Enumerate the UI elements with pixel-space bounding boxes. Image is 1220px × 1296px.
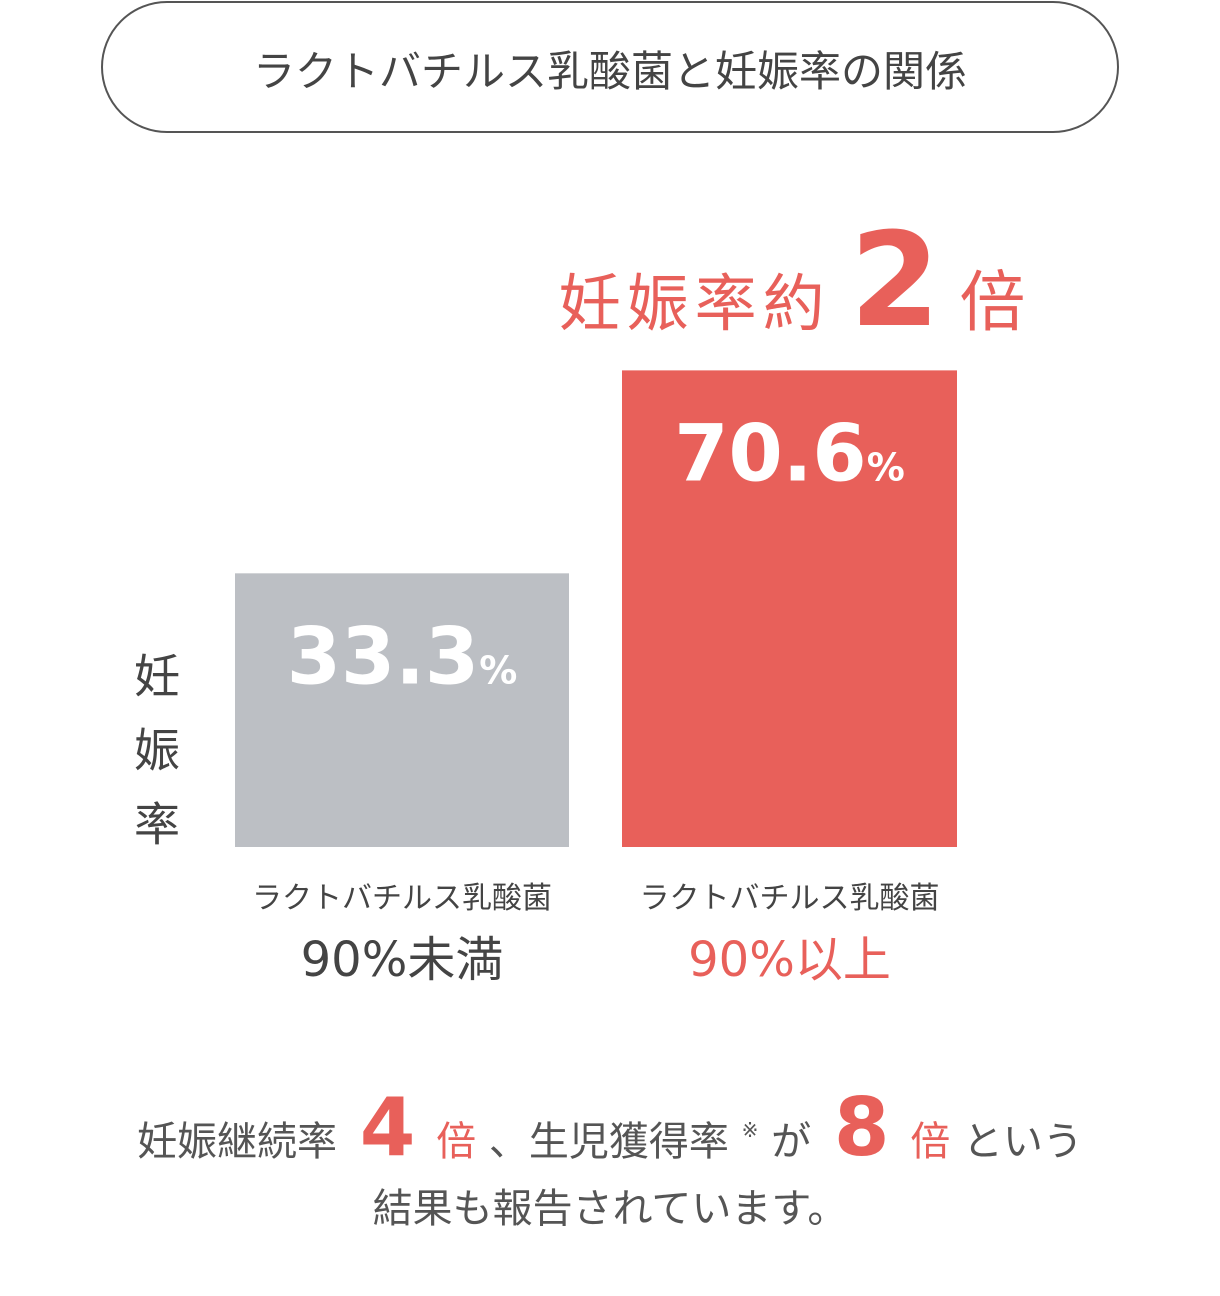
annotation-text: 倍 — [959, 264, 1025, 341]
title-frame — [101, 1, 1119, 133]
footnote-mark: ※ — [742, 1118, 759, 1142]
annotation-number: 2 — [850, 204, 940, 356]
chart-title: ラクトバチルス乳酸菌と妊娠率の関係 — [253, 47, 967, 96]
x-tick-label: 90%未満 — [301, 932, 504, 988]
footnote-text: 倍 — [436, 1119, 476, 1165]
footnote-number: 8 — [834, 1081, 890, 1174]
annotation: 妊娠率約 2 倍 — [559, 204, 1026, 356]
footnote-text: 倍 — [910, 1119, 950, 1165]
footnote-text: 妊娠継続率 — [137, 1119, 337, 1165]
footnote-text: 、生児獲得率 — [489, 1119, 729, 1165]
x-tick-label: ラクトバチルス乳酸菌 — [252, 881, 552, 916]
bar — [235, 573, 569, 847]
footnote-number: 4 — [360, 1081, 416, 1174]
x-tick-label: ラクトバチルス乳酸菌 — [640, 881, 940, 916]
footnote-line: 妊娠継続率 4 倍 、生児獲得率 ※ が 8 倍 という — [137, 1081, 1083, 1174]
footnote-line: 結果も報告されています。 — [373, 1186, 848, 1232]
bar — [622, 370, 957, 847]
value-label: 70.6% — [674, 409, 905, 499]
footnote-text: が — [771, 1119, 811, 1165]
footnote-text: という — [963, 1119, 1083, 1165]
y-axis-label: 妊娠率 — [127, 652, 181, 874]
x-tick-label: 90%以上 — [688, 932, 891, 988]
value-label: 33.3% — [287, 612, 518, 702]
annotation-text: 妊娠率約 — [559, 267, 831, 340]
